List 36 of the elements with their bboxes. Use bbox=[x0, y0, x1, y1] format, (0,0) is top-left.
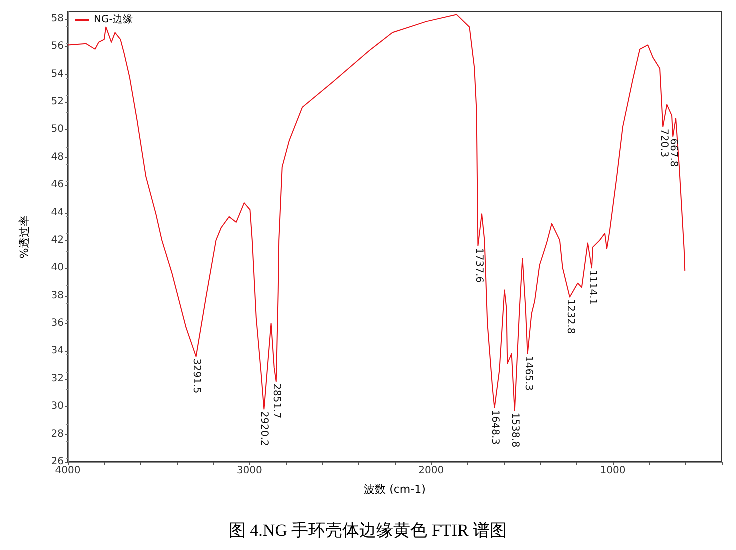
y-tick-label: 52 bbox=[51, 96, 64, 108]
x-tick-label: 1000 bbox=[600, 466, 626, 476]
y-tick-label: 42 bbox=[51, 234, 64, 246]
annotation: 720.3 bbox=[658, 128, 670, 158]
y-tick-label: 56 bbox=[51, 41, 64, 52]
annotation: 1538.8 bbox=[510, 412, 521, 448]
y-tick-label: 54 bbox=[51, 68, 64, 80]
annotation: 667.8 bbox=[668, 138, 679, 168]
y-tick-label: 32 bbox=[51, 373, 64, 384]
text: 图 4.NG 手环壳体边缘黄色 FTIR 谱图 bbox=[228, 521, 508, 540]
annotation: 1465.3 bbox=[522, 356, 534, 391]
annotation: 1232.8 bbox=[565, 299, 576, 334]
y-tick-label: 26 bbox=[51, 456, 64, 468]
y-tick-label: 34 bbox=[51, 346, 64, 357]
annotation: 2851.7 bbox=[271, 384, 282, 419]
x-tick-label: 4000 bbox=[55, 466, 81, 476]
annotation: 1737.6 bbox=[474, 248, 485, 283]
x-tick-label: 3000 bbox=[236, 466, 262, 476]
legend-label: NG-边缘 bbox=[94, 14, 133, 26]
y-tick-label: 46 bbox=[51, 180, 64, 191]
y-tick-label: 38 bbox=[51, 290, 64, 302]
annotation: 3291.5 bbox=[191, 358, 202, 394]
x-tick-label: 2000 bbox=[418, 466, 444, 476]
y-tick-label: 58 bbox=[51, 13, 64, 24]
annotation: 2920.2 bbox=[258, 411, 270, 446]
annotation: 1648.3 bbox=[490, 410, 501, 445]
annotation: 1114.1 bbox=[586, 270, 598, 306]
y-tick-label: 36 bbox=[51, 318, 64, 330]
x-axis-title: 波数 (cm-1) bbox=[364, 483, 426, 496]
y-tick-label: 48 bbox=[51, 152, 64, 163]
y-tick-label: 40 bbox=[51, 262, 64, 274]
y-tick-label: 50 bbox=[51, 124, 64, 136]
y-tick-label: 28 bbox=[51, 428, 64, 440]
y-tick-label: 44 bbox=[51, 207, 64, 218]
y-tick-label: 30 bbox=[51, 401, 64, 412]
y-axis-title: %透过率 bbox=[18, 215, 31, 259]
